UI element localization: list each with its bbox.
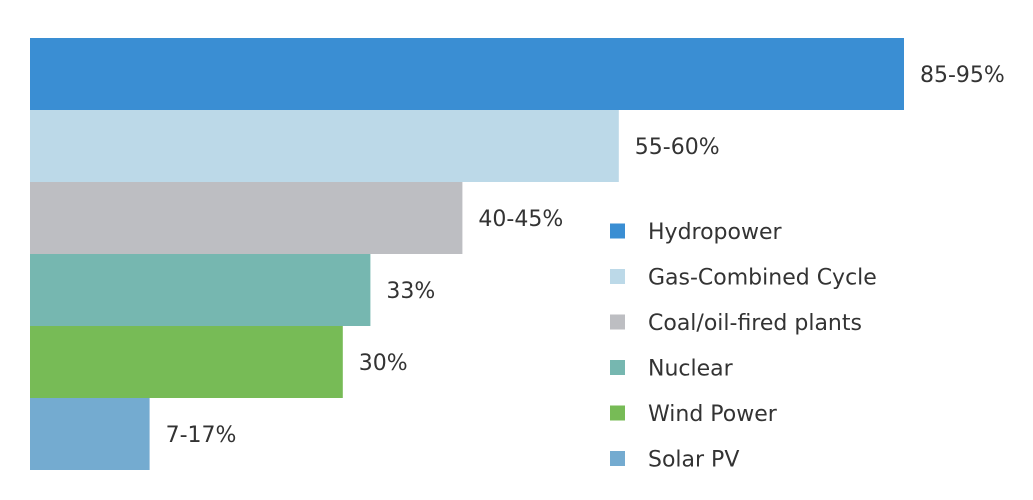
data-label-gas-combined-cycle: 55-60% bbox=[635, 135, 720, 160]
legend-swatch-hydropower bbox=[610, 223, 625, 239]
legend-swatch-solar-pv bbox=[610, 451, 625, 466]
bar-labels-group: 85-95% 55-60% 40-45% 33% 30% 7-17% bbox=[166, 63, 1005, 448]
data-label-wind-power: 30% bbox=[359, 351, 408, 376]
data-label-nuclear: 33% bbox=[386, 279, 435, 304]
bar-wind-power bbox=[30, 326, 343, 398]
legend-swatch-gas-combined-cycle bbox=[610, 269, 625, 284]
legend-label-wind-power: Wind Power bbox=[648, 402, 778, 427]
legend-label-gas-combined-cycle: Gas-Combined Cycle bbox=[648, 266, 877, 291]
bar-gas-combined-cycle bbox=[30, 110, 619, 182]
bar-solar-pv bbox=[30, 398, 150, 470]
bar-coal-oil-fired-plants bbox=[30, 182, 463, 254]
data-label-hydropower: 85-95% bbox=[920, 63, 1005, 88]
legend-swatch-wind-power bbox=[610, 405, 625, 421]
bar-hydropower bbox=[30, 38, 904, 110]
legend-swatch-coal-oil-fired-plants bbox=[610, 314, 625, 330]
legend-label-coal-oil-fired-plants: Coal/oil-fired plants bbox=[648, 311, 862, 336]
data-label-solar-pv: 7-17% bbox=[166, 423, 237, 448]
data-label-coal-oil-fired-plants: 40-45% bbox=[478, 207, 563, 232]
legend-label-nuclear: Nuclear bbox=[648, 357, 734, 382]
legend: Hydropower Gas-Combined Cycle Coal/oil-fir… bbox=[610, 220, 877, 473]
bars-group bbox=[30, 38, 904, 470]
legend-swatch-nuclear bbox=[610, 360, 625, 375]
legend-label-hydropower: Hydropower bbox=[648, 220, 783, 245]
bar-nuclear bbox=[30, 254, 371, 326]
legend-label-solar-pv: Solar PV bbox=[648, 448, 739, 473]
